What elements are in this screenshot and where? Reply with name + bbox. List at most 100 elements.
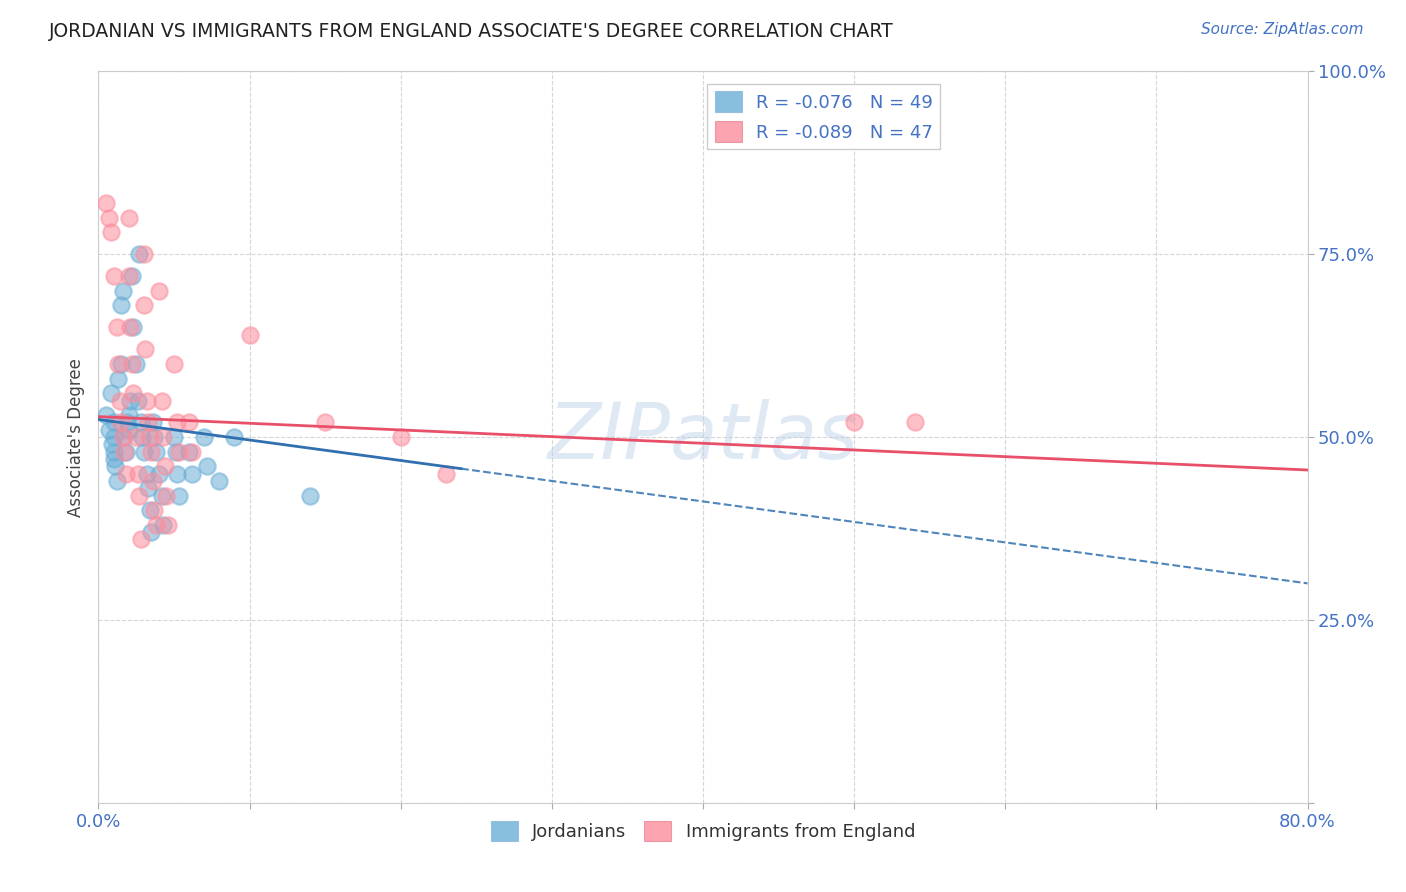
Point <box>118 269 141 284</box>
Point <box>136 416 159 430</box>
Point <box>142 474 165 488</box>
Point <box>100 386 122 401</box>
Point <box>112 444 135 458</box>
Point <box>111 430 134 444</box>
Point <box>163 357 186 371</box>
Point <box>129 416 152 430</box>
Point <box>153 459 176 474</box>
Point <box>150 489 173 503</box>
Point <box>120 393 142 408</box>
Point <box>134 343 156 357</box>
Point <box>167 489 190 503</box>
Point <box>181 467 204 481</box>
Point <box>105 474 128 488</box>
Point <box>129 533 152 547</box>
Point <box>145 517 167 532</box>
Point <box>193 430 215 444</box>
Point <box>114 444 136 458</box>
Point <box>104 459 127 474</box>
Point <box>132 247 155 261</box>
Point <box>118 211 141 225</box>
Point <box>143 430 166 444</box>
Point <box>844 416 866 430</box>
Point <box>148 284 170 298</box>
Point <box>299 489 322 503</box>
Point <box>143 503 166 517</box>
Point <box>148 467 170 481</box>
Legend: Jordanians, Immigrants from England: Jordanians, Immigrants from England <box>484 814 922 848</box>
Point <box>152 517 174 532</box>
Point <box>103 444 125 458</box>
Point <box>145 444 167 458</box>
Point <box>141 525 163 540</box>
Point <box>127 393 149 408</box>
Point <box>118 423 141 437</box>
Point <box>150 393 173 408</box>
Point <box>128 247 150 261</box>
Point <box>904 416 927 430</box>
Point <box>111 284 134 298</box>
Point <box>110 416 132 430</box>
Point <box>110 357 132 371</box>
Point <box>131 430 153 444</box>
Point <box>107 357 129 371</box>
Point <box>135 467 157 481</box>
Point <box>179 416 201 430</box>
Point <box>103 430 125 444</box>
Point <box>107 371 129 385</box>
Point <box>135 393 157 408</box>
Point <box>239 327 262 342</box>
Point <box>181 444 204 458</box>
Point <box>98 423 121 437</box>
Point <box>100 225 122 239</box>
Point <box>136 481 159 495</box>
Point <box>224 430 246 444</box>
Point <box>132 444 155 458</box>
Point <box>389 430 412 444</box>
Point <box>103 452 125 467</box>
Point <box>94 408 117 422</box>
Point <box>121 269 143 284</box>
Point <box>98 211 121 225</box>
Point <box>101 437 124 451</box>
Point <box>128 489 150 503</box>
Point <box>166 467 188 481</box>
Point <box>314 416 336 430</box>
Point <box>103 269 125 284</box>
Point <box>127 467 149 481</box>
Point <box>179 444 201 458</box>
Point <box>165 444 187 458</box>
Point <box>112 430 135 444</box>
Point <box>114 467 136 481</box>
Point <box>152 430 174 444</box>
Point <box>139 430 162 444</box>
Point <box>94 196 117 211</box>
Point <box>167 444 190 458</box>
Point <box>208 474 231 488</box>
Point <box>155 489 177 503</box>
Text: Source: ZipAtlas.com: Source: ZipAtlas.com <box>1201 22 1364 37</box>
Point <box>121 357 143 371</box>
Y-axis label: Associate's Degree: Associate's Degree <box>66 358 84 516</box>
Text: ZIPatlas: ZIPatlas <box>547 399 859 475</box>
Point <box>105 320 128 334</box>
Point <box>434 467 457 481</box>
Point <box>132 298 155 312</box>
Point <box>125 357 148 371</box>
Point <box>108 393 131 408</box>
Point <box>156 517 179 532</box>
Point <box>115 416 138 430</box>
Point <box>163 430 186 444</box>
Point <box>120 320 142 334</box>
Point <box>103 416 125 430</box>
Point <box>125 430 148 444</box>
Point <box>118 408 141 422</box>
Point <box>122 386 145 401</box>
Point <box>141 444 163 458</box>
Point <box>166 416 188 430</box>
Point <box>139 503 162 517</box>
Point <box>195 459 218 474</box>
Text: JORDANIAN VS IMMIGRANTS FROM ENGLAND ASSOCIATE'S DEGREE CORRELATION CHART: JORDANIAN VS IMMIGRANTS FROM ENGLAND ASS… <box>49 22 894 41</box>
Point <box>122 320 145 334</box>
Point <box>110 298 132 312</box>
